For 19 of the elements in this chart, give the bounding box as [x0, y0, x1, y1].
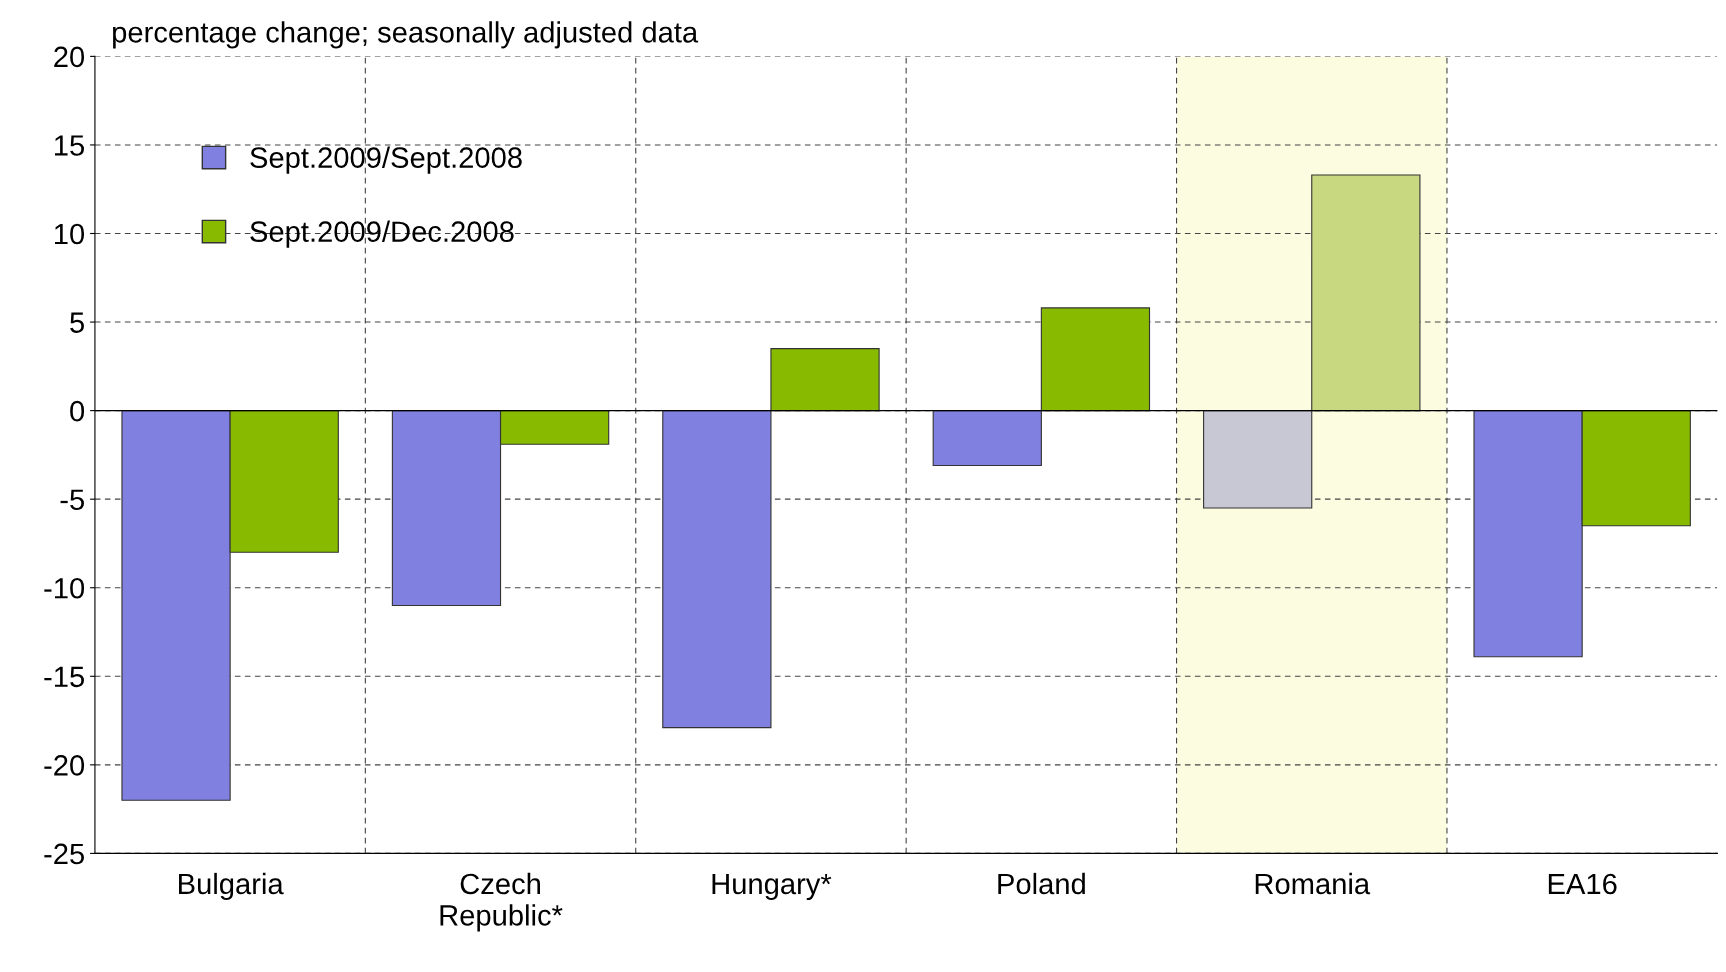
- y-tick-label: -20: [44, 755, 85, 776]
- x-tick-label: Romania: [1255, 872, 1371, 895]
- x-tick-label: Hungary*: [712, 873, 832, 901]
- y-tick-label: -5: [60, 489, 84, 511]
- y-tick-label: -25: [44, 843, 84, 865]
- y-tick-label: 20: [54, 46, 85, 68]
- y-tick-label: 0: [70, 400, 85, 422]
- x-tick-label: Bulgaria: [179, 872, 284, 901]
- y-tick-label: -10: [44, 577, 85, 599]
- x-tick-label: Poland: [998, 872, 1085, 895]
- x-tick-label: EA16: [1548, 873, 1617, 895]
- y-tick-label: 10: [54, 223, 85, 245]
- x-tick-label: Czech Republic*: [440, 872, 563, 932]
- y-tick-label: -15: [44, 666, 84, 688]
- y-tick-label: 5: [70, 312, 84, 333]
- legend-label: Sept.2009/Sept.2008: [250, 146, 522, 174]
- legend-label: Sept.2009/Dec.2008: [250, 220, 514, 248]
- y-axis-title: percentage change; seasonally adjusted data: [113, 21, 699, 49]
- y-tick-label: 15: [54, 135, 84, 156]
